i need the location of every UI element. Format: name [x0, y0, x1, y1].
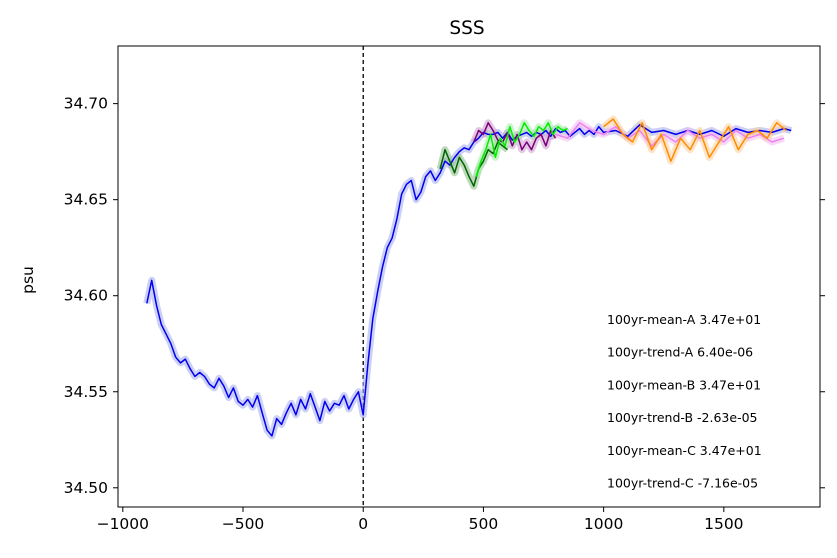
series-0-line: [146, 124, 792, 437]
y-tick-label: 34.65: [64, 191, 108, 209]
x-tick-label: 0: [358, 515, 368, 533]
y-tick-label: 34.70: [64, 95, 108, 113]
chart-title: SSS: [449, 18, 484, 39]
axes-layer: −1000 −500 0 500 1000 1500 34.50 34.55 34.60 34.6…: [64, 45, 825, 533]
stat-annotation: 100yr-trend-B -2.63e-05: [607, 410, 757, 425]
x-tick-label: 1500: [704, 515, 743, 533]
series-layer: [143, 46, 793, 507]
y-tick-label: 34.55: [64, 383, 108, 401]
stat-annotation: 100yr-mean-C 3.47e+01: [607, 443, 762, 458]
x-tick-label: 1000: [584, 515, 623, 533]
x-tick-label: −500: [222, 515, 265, 533]
stat-annotation: 100yr-mean-B 3.47e+01: [607, 377, 761, 392]
y-axis-label: psu: [19, 266, 37, 294]
y-tick-label: 34.60: [64, 287, 108, 305]
stat-annotation: 100yr-mean-A 3.47e+01: [607, 312, 761, 327]
series-3-line: [475, 122, 568, 177]
series-1-line: [439, 141, 508, 187]
series-5-line: [603, 118, 787, 162]
y-tick-label: 34.50: [64, 479, 108, 497]
stat-annotation: 100yr-trend-A 6.40e-06: [607, 345, 753, 360]
x-tick-label: −1000: [97, 515, 149, 533]
x-tick-label: 500: [469, 515, 499, 533]
annotation-layer: 100yr-mean-A 3.47e+01 100yr-trend-A 6.40e…: [607, 312, 762, 491]
plot-frame: [117, 45, 821, 508]
stat-annotation: 100yr-trend-C -7.16e-05: [607, 476, 758, 491]
